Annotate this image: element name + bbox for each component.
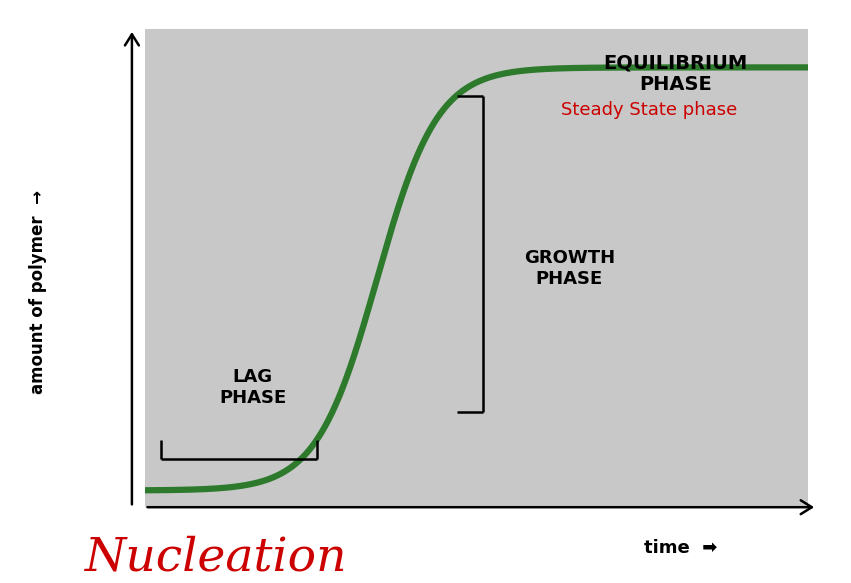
Text: LAG
PHASE: LAG PHASE <box>219 368 286 407</box>
Text: Steady State phase: Steady State phase <box>561 101 737 120</box>
Text: Nucleation: Nucleation <box>85 535 347 580</box>
Text: GROWTH
PHASE: GROWTH PHASE <box>524 249 615 287</box>
Text: amount of polymer  →: amount of polymer → <box>29 189 48 394</box>
Text: EQUILIBRIUM
PHASE: EQUILIBRIUM PHASE <box>603 53 748 94</box>
Text: time  ➡: time ➡ <box>644 539 717 557</box>
